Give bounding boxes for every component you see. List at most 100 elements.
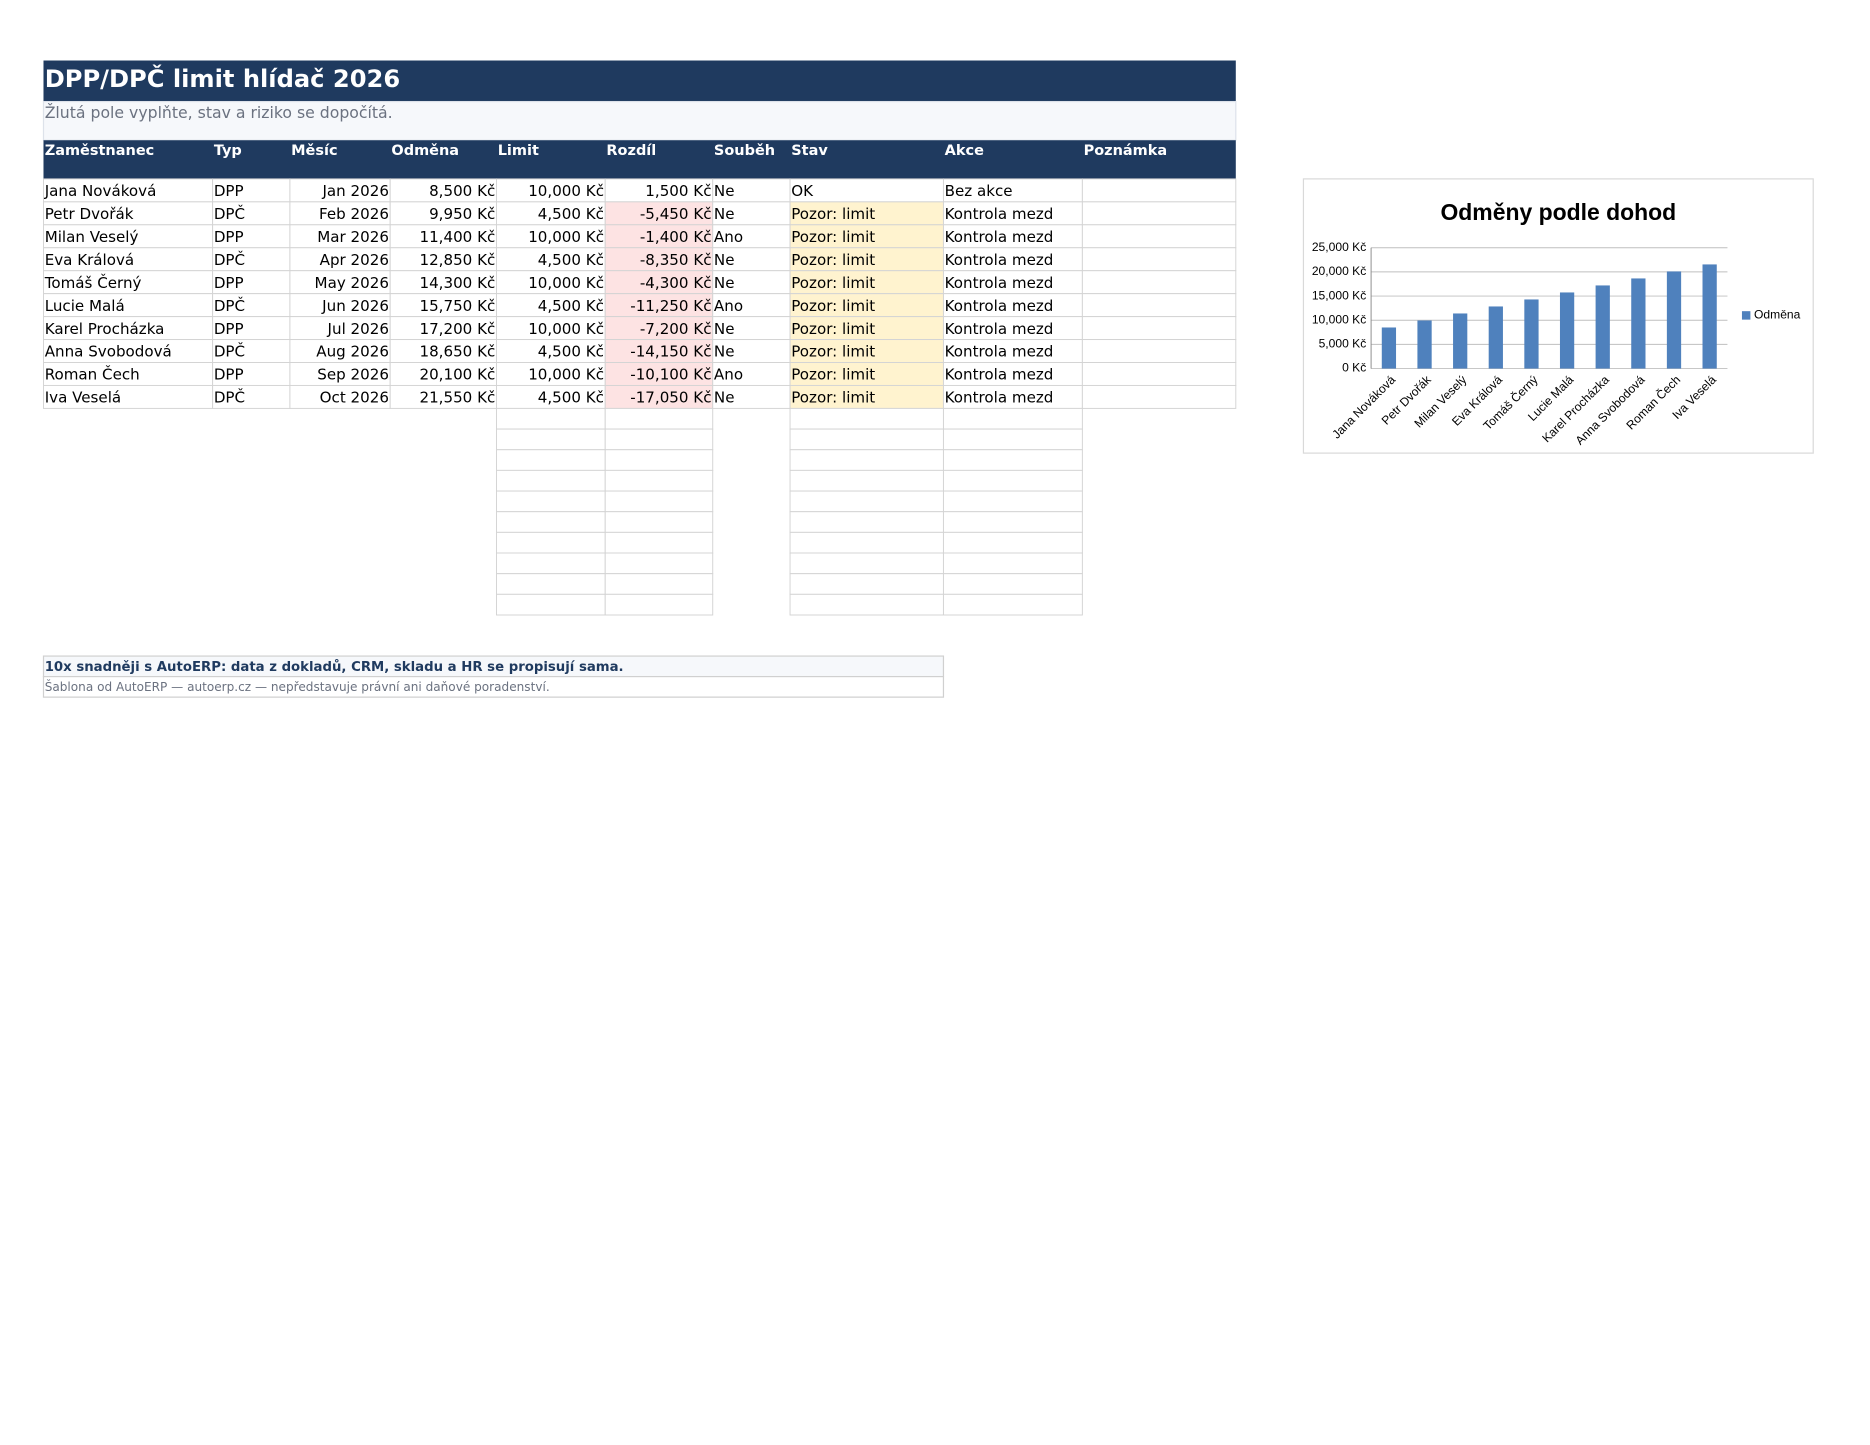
- empty-cell: [942, 531, 1083, 554]
- cell-text: 9,950 Kč: [429, 205, 495, 223]
- cell-text: OK: [791, 182, 814, 200]
- empty-cell: [789, 428, 944, 451]
- cell-text: Roman Čech: [45, 365, 140, 384]
- empty-cell: [789, 449, 944, 471]
- cell-text: Pozor: limit: [791, 205, 875, 223]
- cell-text: DPP: [214, 274, 244, 292]
- cell-text: 10,000 Kč: [528, 228, 604, 246]
- cell-text: DPP: [214, 228, 244, 246]
- cell-text: 4,500 Kč: [538, 205, 604, 223]
- cell-text: Jul 2026: [327, 320, 389, 338]
- legend-label: Odměna: [1754, 308, 1801, 322]
- cell-text: Jana Nováková: [44, 182, 157, 200]
- cell-text: Kontrola mezd: [945, 228, 1054, 246]
- legend-swatch: [1741, 311, 1751, 320]
- bar: [1488, 306, 1503, 369]
- cell-text: 11,400 Kč: [419, 228, 495, 246]
- cell-text: DPČ: [214, 388, 245, 407]
- cell-text: 10,000 Kč: [528, 366, 604, 384]
- bar: [1524, 299, 1539, 369]
- cell-text: Pozor: limit: [791, 320, 875, 338]
- column-header: Poznámka: [1084, 143, 1168, 159]
- cell-text: DPP: [214, 320, 244, 338]
- cell-text: Kontrola mezd: [945, 389, 1054, 407]
- column-header: Souběh: [714, 143, 775, 159]
- column-header: Zaměstnanec: [45, 143, 155, 159]
- empty-cell: [604, 407, 714, 430]
- cell-text: -17,050 Kč: [630, 389, 711, 407]
- cell-text: 10,000 Kč: [528, 182, 604, 200]
- column-header: Limit: [498, 143, 539, 159]
- cell-text: Oct 2026: [320, 389, 389, 407]
- empty-cell: [789, 552, 944, 575]
- column-header: Typ: [214, 143, 242, 159]
- cell-text: Jan 2026: [321, 182, 388, 200]
- empty-cell: [789, 511, 944, 533]
- cell-text: -10,100 Kč: [630, 366, 711, 384]
- y-tick-label: 10,000 Kč: [1312, 312, 1366, 326]
- y-tick-label: 15,000 Kč: [1312, 288, 1366, 302]
- empty-cell: [942, 449, 1083, 471]
- footer-box: [42, 675, 945, 698]
- column-header: Odměna: [391, 143, 459, 159]
- empty-cell: [496, 428, 606, 451]
- cell-text: 8,500 Kč: [429, 182, 495, 200]
- empty-cell: [789, 573, 944, 595]
- cell-text: Kontrola mezd: [945, 343, 1054, 361]
- cell: [1081, 247, 1237, 272]
- empty-cell: [789, 531, 944, 554]
- cell: [789, 178, 944, 203]
- cell-text: Aug 2026: [316, 343, 389, 361]
- header-band: [43, 140, 1236, 179]
- empty-cell: [496, 593, 606, 616]
- cell-text: Feb 2026: [319, 205, 389, 223]
- cell-text: Apr 2026: [320, 251, 389, 269]
- y-tick-label: 5,000 Kč: [1319, 337, 1367, 351]
- empty-cell: [942, 490, 1083, 513]
- cell-text: Pozor: limit: [791, 366, 875, 384]
- cell: [1081, 339, 1237, 363]
- cell-text: Tomáš Černý: [44, 273, 142, 292]
- cell: [1081, 316, 1237, 341]
- column-header: Akce: [945, 143, 984, 159]
- cell-text: Kontrola mezd: [945, 297, 1054, 315]
- chart-frame: [1302, 178, 1814, 454]
- cell-text: Pozor: limit: [791, 251, 875, 269]
- cell-text: DPČ: [214, 342, 245, 361]
- cell-text: Ne: [714, 205, 735, 223]
- cell-text: 1,500 Kč: [645, 182, 711, 200]
- sheet-subtitle: Žlutá pole vyplňte, stav a riziko se dop…: [45, 103, 393, 122]
- cell-text: 4,500 Kč: [538, 343, 604, 361]
- empty-cell: [942, 573, 1083, 595]
- empty-cell: [789, 407, 944, 430]
- empty-cell: [604, 428, 714, 451]
- y-tick-label: 20,000 Kč: [1312, 264, 1366, 278]
- cell-text: Ne: [714, 274, 735, 292]
- empty-cell: [496, 511, 606, 533]
- empty-cell: [604, 449, 714, 471]
- empty-cell: [604, 469, 714, 492]
- column-header: Rozdíl: [606, 143, 656, 159]
- empty-cell: [604, 552, 714, 575]
- cell-text: Mar 2026: [317, 228, 389, 246]
- cell-text: Lucie Malá: [45, 297, 125, 315]
- cell-text: -1,400 Kč: [640, 228, 712, 246]
- cell-text: Anna Svobodová: [45, 343, 172, 361]
- cell-text: DPČ: [214, 296, 245, 315]
- cell-text: Kontrola mezd: [945, 366, 1054, 384]
- cell-text: Ano: [714, 297, 743, 315]
- cell-text: 21,550 Kč: [419, 389, 495, 407]
- cell-text: Eva Králová: [45, 251, 134, 269]
- cell-text: Ne: [714, 320, 735, 338]
- sheet-title: DPP/DPČ limit hlídač 2026: [45, 63, 400, 93]
- y-tick-label: 0 Kč: [1342, 361, 1366, 375]
- cell: [1081, 293, 1237, 318]
- empty-cell: [789, 469, 944, 492]
- cell-text: Ne: [714, 343, 735, 361]
- cell-text: Pozor: limit: [791, 297, 875, 315]
- empty-cell: [496, 407, 606, 430]
- cell-text: Petr Dvořák: [45, 205, 134, 223]
- cell-text: 18,650 Kč: [419, 343, 495, 361]
- cell: [1081, 362, 1237, 386]
